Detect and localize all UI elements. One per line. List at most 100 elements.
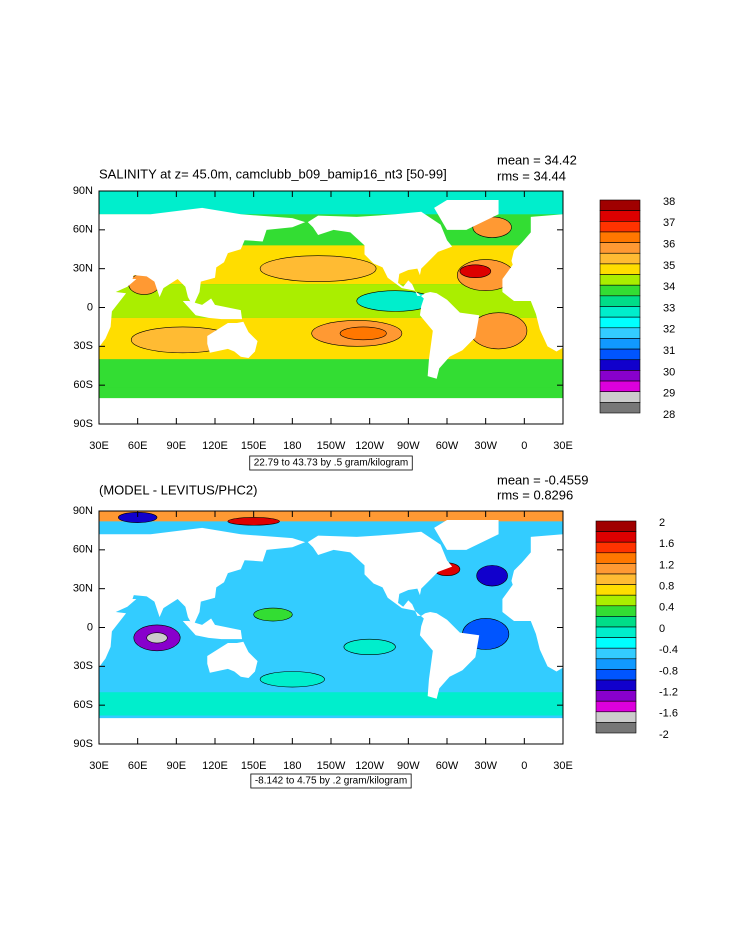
land	[207, 321, 258, 358]
colorbar-label: 38	[663, 196, 675, 208]
colorbar-box	[599, 370, 641, 382]
lon-label: 30E	[89, 760, 109, 772]
colorbar-label: 34	[663, 281, 675, 293]
colorbar-label: 31	[663, 345, 675, 357]
colorbar-box	[599, 284, 641, 297]
lon-label: 120W	[355, 760, 384, 772]
field-blob	[259, 671, 325, 688]
lon-label: 150E	[241, 440, 267, 452]
field-band	[99, 692, 563, 716]
map-field	[99, 511, 563, 744]
lon-label: 60E	[128, 760, 148, 772]
colorbar-label: 0.4	[659, 602, 674, 614]
field-blob	[259, 255, 377, 282]
colorbar-box	[595, 690, 637, 702]
field-blob	[146, 632, 168, 644]
colorbar-box	[599, 263, 641, 275]
colorbar-box	[595, 573, 637, 585]
lon-label: 0	[521, 440, 527, 452]
colorbar-box	[599, 252, 641, 265]
colorbar-label: 32	[663, 324, 675, 336]
lon-label: 150W	[317, 760, 346, 772]
colorbar-label: 0	[659, 623, 665, 635]
colorbar-box	[599, 316, 641, 329]
land	[307, 531, 480, 699]
lon-label: 90W	[397, 760, 420, 772]
colorbar-box	[595, 552, 637, 564]
colorbar-box	[599, 402, 641, 414]
colorbar-box	[595, 520, 637, 532]
land	[99, 398, 563, 424]
colorbar-box	[595, 679, 637, 691]
land	[182, 618, 243, 640]
rms-stat: rms = 0.8296	[497, 487, 573, 502]
colorbar-label: -0.4	[659, 644, 678, 656]
lat-label: 90N	[73, 185, 93, 197]
colorbar-label: 36	[663, 239, 675, 251]
colorbar-box	[599, 380, 641, 392]
land	[434, 520, 499, 550]
field-blob	[253, 607, 293, 622]
colorbar-box	[595, 626, 637, 638]
field-blob	[227, 517, 280, 526]
lat-label: 0	[87, 301, 93, 313]
colorbar-box	[595, 605, 637, 617]
field-blob	[476, 565, 508, 587]
land	[207, 641, 258, 678]
colorbar-box	[599, 199, 641, 211]
colorbar-box	[595, 711, 637, 723]
colorbar-label: 1.2	[659, 559, 674, 571]
land	[99, 527, 306, 668]
lon-label: 120E	[202, 440, 228, 452]
land	[99, 718, 563, 744]
lon-label: 60W	[436, 760, 459, 772]
lon-label: 60W	[436, 440, 459, 452]
colorbar-label: 33	[663, 302, 675, 314]
lat-label: 30S	[73, 340, 93, 352]
lon-label: 180	[283, 760, 301, 772]
colorbar-label: 2	[659, 517, 665, 529]
lat-label: 0	[87, 621, 93, 633]
land	[182, 298, 243, 320]
colorbar-label: 1.6	[659, 538, 674, 550]
colorbar-box	[595, 563, 637, 575]
lon-label: 30E	[553, 440, 573, 452]
colorbar-box	[595, 722, 637, 734]
lon-label: 0	[521, 760, 527, 772]
colorbar-box	[595, 658, 637, 670]
lat-label: 90N	[73, 505, 93, 517]
land	[434, 200, 499, 230]
lon-label: 30E	[553, 760, 573, 772]
colorbar-label: 35	[663, 260, 675, 272]
colorbar-label: 37	[663, 217, 675, 229]
colorbar-box	[599, 242, 641, 254]
contour-info: 22.79 to 43.73 by .5 gram/kilogram	[254, 458, 409, 469]
colorbar-box	[599, 295, 641, 307]
contour-info-box	[250, 773, 412, 789]
field-blob	[343, 638, 396, 655]
mean-stat: mean = -0.4559	[497, 472, 588, 487]
colorbar-box	[595, 637, 637, 649]
colorbar-box	[599, 327, 641, 339]
lon-label: 120W	[355, 440, 384, 452]
colorbar-label: 29	[663, 388, 675, 400]
lon-label: 30W	[474, 760, 497, 772]
lat-label: 60N	[73, 544, 93, 556]
lat-label: 90S	[73, 738, 93, 750]
lon-label: 90E	[167, 760, 187, 772]
lat-label: 30N	[73, 263, 93, 275]
colorbar-box	[599, 348, 641, 361]
lat-label: 30N	[73, 583, 93, 595]
land	[502, 214, 563, 352]
colorbar-label: -1.6	[659, 708, 678, 720]
mean-stat: mean = 34.42	[497, 152, 577, 167]
colorbar-box	[599, 221, 641, 233]
lon-label: 30E	[89, 440, 109, 452]
land	[307, 211, 480, 379]
lat-label: 60S	[73, 379, 93, 391]
lat-label: 30S	[73, 660, 93, 672]
colorbar-box	[595, 616, 637, 628]
lon-label: 180	[283, 440, 301, 452]
colorbar-box	[599, 306, 641, 318]
